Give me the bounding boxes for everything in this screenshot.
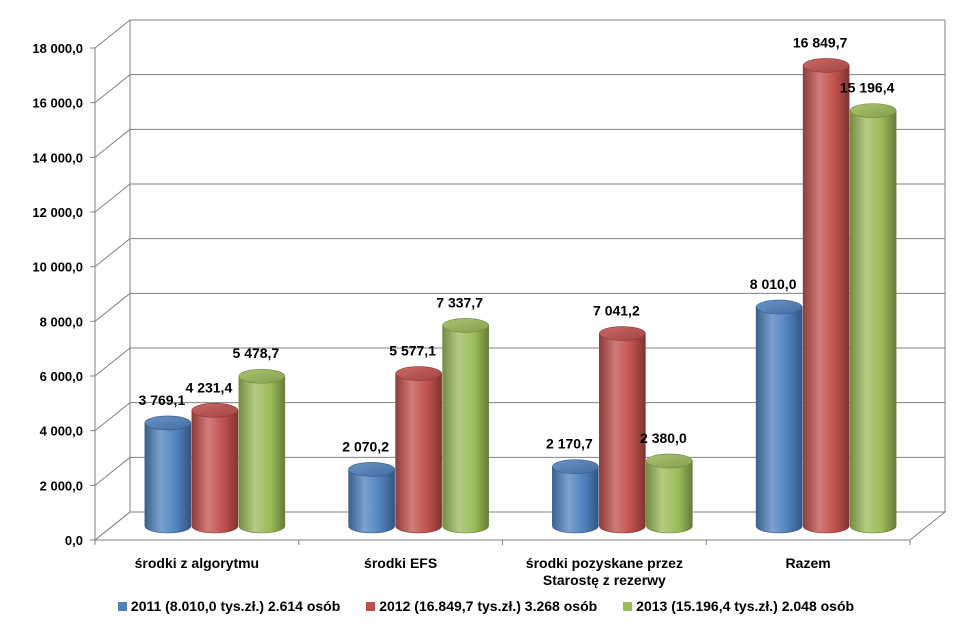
bars-layer — [144, 58, 897, 534]
gridline-side — [94, 456, 131, 486]
legend-item: 2013 (15.196,4 tys.zł.) 2.048 osób — [623, 598, 854, 614]
y-tick-label: 6 000,0 — [40, 369, 83, 384]
gridline-side — [94, 238, 131, 268]
data-label: 16 849,7 — [793, 34, 848, 50]
y-tick-label: 4 000,0 — [40, 424, 83, 439]
data-label: 2 380,0 — [640, 430, 687, 446]
data-label: 7 337,7 — [436, 294, 483, 310]
bar — [395, 373, 442, 534]
bar — [144, 422, 192, 534]
bar — [191, 410, 239, 534]
legend-label: 2012 (16.849,7 tys.zł.) 3.268 osób — [379, 598, 598, 614]
legend-swatch — [623, 601, 633, 611]
x-category-label: Razem — [786, 555, 831, 571]
bar — [238, 375, 286, 534]
bar — [849, 110, 897, 534]
legend-label: 2011 (8.010,0 tys.zł.) 2.614 osób — [130, 598, 341, 614]
gridline-side — [94, 292, 131, 322]
bar-top — [552, 459, 599, 474]
bar-top — [144, 415, 192, 431]
legend-label: 2013 (15.196,4 tys.zł.) 2.048 osób — [636, 598, 855, 614]
bar — [802, 65, 850, 534]
gridline-side — [94, 347, 131, 377]
data-label: 2 170,7 — [546, 436, 593, 452]
data-label: 5 478,7 — [233, 345, 280, 361]
bar-top — [395, 366, 442, 381]
bar — [755, 306, 803, 534]
data-label: 4 231,4 — [186, 379, 233, 395]
floor — [93, 511, 947, 541]
data-label: 5 577,1 — [389, 343, 436, 359]
bar-top — [849, 103, 897, 118]
gridline-side — [94, 19, 131, 49]
gridline-side — [94, 74, 131, 104]
y-tick-label: 14 000,0 — [32, 150, 83, 165]
y-tick-label: 16 000,0 — [32, 96, 83, 111]
gridline-side — [94, 128, 131, 158]
bar-top — [755, 299, 803, 315]
y-tick-label: 18 000,0 — [32, 41, 83, 56]
x-category-label: środki z algorytmu — [135, 555, 259, 571]
data-label: 8 010,0 — [750, 276, 797, 292]
y-tick-label: 2 000,0 — [40, 478, 83, 493]
bar-top — [348, 462, 395, 477]
bar — [552, 466, 599, 534]
legend-swatch — [366, 601, 376, 611]
y-tick-label: 12 000,0 — [32, 205, 83, 220]
bar — [442, 325, 489, 534]
x-category-label: środki pozyskane przez — [526, 555, 683, 571]
x-category-label: Starostę z rezerwy — [543, 572, 666, 588]
legend: 2011 (8.010,0 tys.zł.) 2.614 osób 2012 (1… — [0, 598, 972, 614]
bar-top — [599, 326, 646, 341]
y-tick-label: 10 000,0 — [32, 260, 83, 275]
bar — [348, 469, 395, 534]
bar-top — [646, 453, 693, 469]
data-label: 15 196,4 — [840, 80, 895, 96]
data-label: 3 769,1 — [139, 392, 186, 408]
gridline-side — [94, 402, 131, 432]
axis-layer: 0,0 2 000,0 4 000,0 6 000,0 8 000,0 10 000,0 1… — [32, 41, 911, 588]
data-label: 2 070,2 — [342, 438, 389, 454]
labels-layer: 3 769,14 231,4 5 478,7 2 070,2 5 577,1 7 337… — [139, 34, 895, 454]
bar-top — [802, 58, 850, 73]
bar — [646, 460, 693, 534]
legend-item: 2012 (16.849,7 tys.zł.) 3.268 osób — [366, 598, 597, 614]
y-tick-label: 8 000,0 — [40, 314, 83, 329]
y-tick-label: 0,0 — [65, 533, 83, 548]
legend-item: 2011 (8.010,0 tys.zł.) 2.614 osób — [117, 598, 341, 614]
legend-swatch — [117, 601, 127, 611]
x-category-label: środki EFS — [364, 555, 437, 571]
bar-top — [238, 368, 286, 384]
gridline-side — [94, 183, 131, 213]
bar-top — [442, 318, 489, 333]
bar-top — [191, 403, 239, 418]
data-label: 7 041,2 — [593, 303, 640, 319]
bar — [599, 333, 646, 534]
